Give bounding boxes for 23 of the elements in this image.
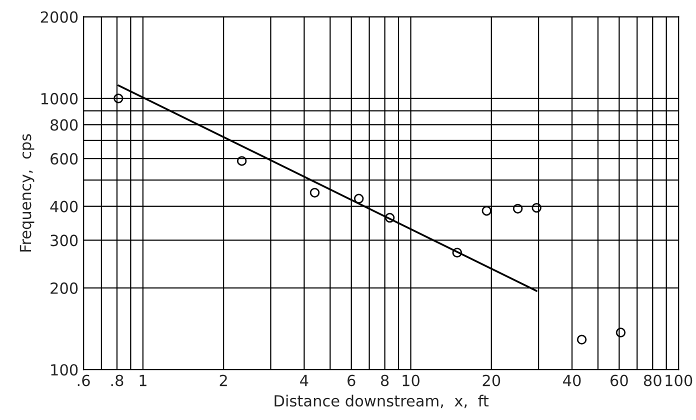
x-tick-label: 8 xyxy=(380,374,389,386)
y-tick-label: 400 xyxy=(50,200,78,212)
x-tick-label: .8 xyxy=(111,374,124,386)
x-tick-label: 60 xyxy=(610,374,628,386)
x-tick-label: 1 xyxy=(140,374,146,386)
y-tick-label: 200 xyxy=(50,282,78,294)
y-axis-title: Frequency, cps xyxy=(20,134,34,252)
y-tick-label: 1000 xyxy=(41,92,78,104)
x-tick-label: 40 xyxy=(563,374,581,386)
x-axis-title: Distance downstream, x, ft xyxy=(274,394,489,408)
x-tick-label: 80 xyxy=(644,374,662,386)
y-tick-label: 100 xyxy=(51,364,78,376)
x-tick-label: 20 xyxy=(482,374,500,386)
x-tick-label: 2 xyxy=(220,374,227,386)
y-tick-label: 300 xyxy=(50,234,78,246)
x-tick-label: 100 xyxy=(666,374,692,386)
y-tick-label: 2000 xyxy=(40,11,78,23)
x-tick-label: 6 xyxy=(348,374,356,386)
x-tick-label: 10 xyxy=(402,374,420,386)
y-tick-label: 800 xyxy=(50,119,78,131)
x-tick-label: .6 xyxy=(78,374,90,386)
x-tick-label: 4 xyxy=(300,374,308,386)
y-tick-label: 600 xyxy=(50,153,78,165)
